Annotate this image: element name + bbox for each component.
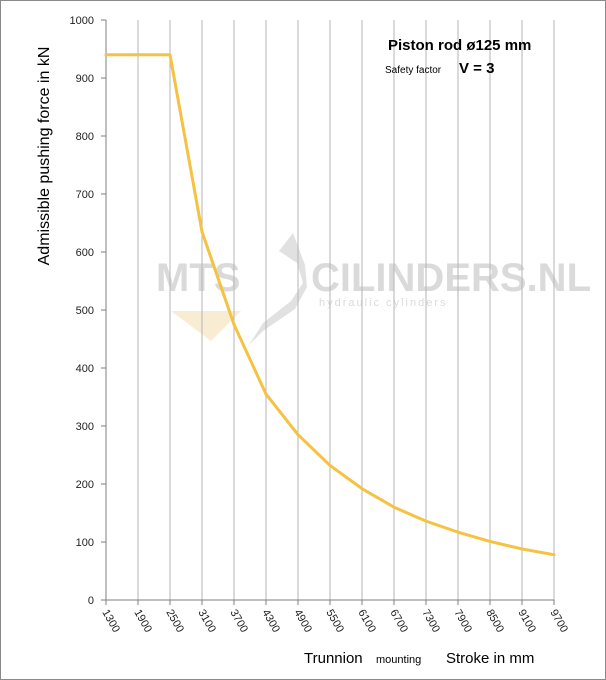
x-tick-label: 9700 <box>547 608 570 635</box>
x-tick-label: 7900 <box>451 608 474 635</box>
data-point <box>520 547 524 551</box>
x-axis-title-main: Trunnion <box>304 650 363 667</box>
x-tick-label: 2500 <box>163 608 186 635</box>
watermark-tagline: hydraulic cylinders <box>319 297 447 309</box>
y-tick-label: 100 <box>76 537 94 549</box>
y-axis-title: Admissible pushing force in kN <box>36 47 53 266</box>
y-tick-label: 0 <box>88 595 94 607</box>
grid-layer <box>137 20 555 600</box>
data-point <box>488 539 492 543</box>
data-point <box>264 392 268 396</box>
y-ticks: 0 100 200 300 400 500 600 700 800 900 1000 <box>70 15 106 607</box>
data-point <box>104 53 108 57</box>
data-point <box>200 230 204 234</box>
data-point <box>424 519 428 523</box>
annotation-factor-value: V = 3 <box>459 60 494 77</box>
y-tick-label: 600 <box>76 247 94 259</box>
x-ticks: 1300 1900 2500 3100 3700 4300 4900 5500 6100 6700… <box>99 600 570 635</box>
x-tick-label: 9100 <box>515 608 538 635</box>
y-tick-label: 900 <box>76 73 94 85</box>
y-tick-label: 700 <box>76 189 94 201</box>
x-tick-label: 8500 <box>483 608 506 635</box>
data-point <box>136 53 140 57</box>
data-point <box>456 530 460 534</box>
x-tick-label: 3700 <box>227 608 250 635</box>
series-layer <box>104 53 556 557</box>
y-tick-label: 300 <box>76 421 94 433</box>
data-point <box>360 487 364 491</box>
x-tick-label: 3100 <box>195 608 218 635</box>
x-tick-label: 7300 <box>419 608 442 635</box>
x-tick-label: 6700 <box>387 608 410 635</box>
x-tick-label: 6100 <box>355 608 378 635</box>
data-point <box>168 53 172 57</box>
y-tick-label: 800 <box>76 131 94 143</box>
data-point <box>552 553 556 557</box>
x-tick-label: 5500 <box>323 608 346 635</box>
x-axis-title-sub: mounting <box>376 654 421 666</box>
watermark-brand-right: CILINDERS.NL <box>311 256 591 300</box>
annotation-title: Piston rod ø125 mm <box>388 37 531 54</box>
x-axis-title-right: Stroke in mm <box>446 650 534 667</box>
annotation-factor-label: Safety factor <box>385 65 442 76</box>
watermark-brand-left: MTS <box>156 256 240 300</box>
data-point <box>328 463 332 467</box>
y-tick-label: 200 <box>76 479 94 491</box>
x-tick-label: 1900 <box>131 608 154 635</box>
y-tick-label: 1000 <box>70 15 94 27</box>
data-point <box>296 433 300 437</box>
y-tick-label: 400 <box>76 363 94 375</box>
watermark-chevron-icon <box>171 311 241 341</box>
x-tick-label: 1300 <box>99 608 122 635</box>
data-point <box>232 323 236 326</box>
x-tick-label: 4900 <box>291 608 314 635</box>
y-tick-label: 500 <box>76 305 94 317</box>
data-point <box>392 505 396 509</box>
x-tick-label: 4300 <box>259 608 282 635</box>
